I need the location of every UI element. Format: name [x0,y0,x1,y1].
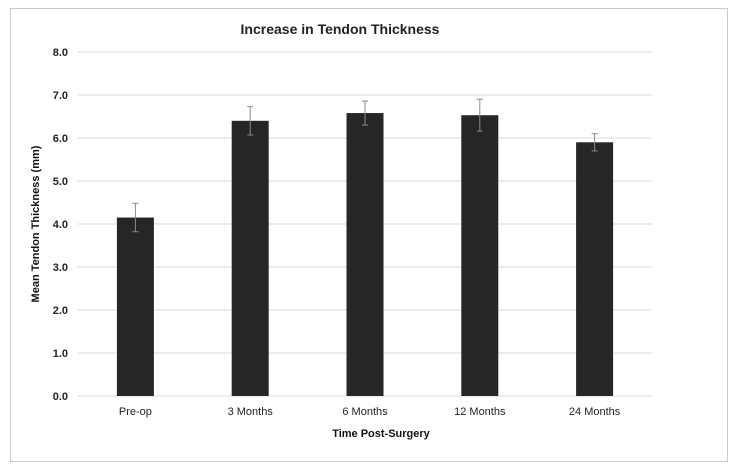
x-tick-label: 3 Months [228,406,274,418]
x-tick-label: 6 Months [342,406,388,418]
bar-pre-op [116,217,154,396]
bar-6-months [346,113,384,396]
x-axis-label: Time Post-Surgery [332,428,430,440]
y-tick-label: 5.0 [53,176,68,188]
bars [116,113,614,397]
y-tick-label: 0.0 [53,391,68,403]
chart-title: Increase in Tendon Thickness [241,21,440,37]
y-tick-label: 2.0 [53,305,68,317]
y-tick-label: 1.0 [53,348,68,360]
y-tick-label: 3.0 [53,262,68,274]
bar-3-months [231,120,269,397]
x-tick-label: 12 Months [454,406,506,418]
y-tick-label: 7.0 [53,90,68,102]
bar-24-months [576,142,614,396]
y-tick-label: 4.0 [53,219,68,231]
x-tick-labels: Pre-op 3 Months 6 Months 12 Months 24 Months [119,406,621,418]
y-tick-label: 8.0 [53,47,68,59]
y-tick-labels: 0.0 1.0 2.0 3.0 4.0 5.0 6.0 7.0 8.0 [53,47,68,403]
y-tick-label: 6.0 [53,133,68,145]
y-axis-label: Mean Tendon Thickness (mm) [30,145,42,302]
x-tick-label: Pre-op [119,406,152,418]
error-bars [132,98,598,233]
bar-12-months [461,115,499,397]
x-tick-label: 24 Months [569,406,621,418]
